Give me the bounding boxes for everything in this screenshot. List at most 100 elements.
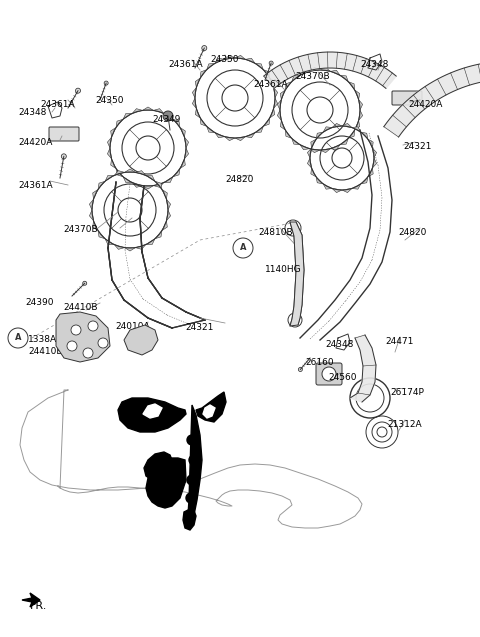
Polygon shape <box>132 109 143 113</box>
Polygon shape <box>372 158 377 168</box>
Polygon shape <box>183 508 196 530</box>
Text: 24350: 24350 <box>210 55 239 64</box>
Polygon shape <box>300 70 310 75</box>
Polygon shape <box>105 239 114 245</box>
Polygon shape <box>323 127 332 132</box>
Polygon shape <box>56 312 110 362</box>
Polygon shape <box>311 140 316 148</box>
Polygon shape <box>372 148 377 158</box>
Polygon shape <box>188 405 202 520</box>
Polygon shape <box>264 69 270 78</box>
Circle shape <box>332 148 352 168</box>
Text: 24361A: 24361A <box>18 181 53 190</box>
Polygon shape <box>225 137 235 141</box>
Polygon shape <box>361 177 368 184</box>
Polygon shape <box>348 130 355 138</box>
Circle shape <box>285 220 301 236</box>
Polygon shape <box>203 405 215 418</box>
Polygon shape <box>162 220 168 231</box>
Polygon shape <box>108 138 111 148</box>
Text: 24361A: 24361A <box>168 60 203 69</box>
Polygon shape <box>135 171 146 175</box>
Polygon shape <box>277 110 281 120</box>
Text: 24361A: 24361A <box>40 100 74 109</box>
Polygon shape <box>340 138 348 145</box>
Polygon shape <box>155 231 162 239</box>
Polygon shape <box>342 189 352 192</box>
Text: 24820: 24820 <box>398 228 426 237</box>
Polygon shape <box>105 175 114 182</box>
Text: 1140HG: 1140HG <box>265 265 301 274</box>
Polygon shape <box>307 158 312 168</box>
Polygon shape <box>155 182 162 189</box>
Polygon shape <box>316 177 323 184</box>
Circle shape <box>299 368 302 371</box>
Circle shape <box>307 97 333 123</box>
Polygon shape <box>264 118 270 126</box>
Polygon shape <box>207 126 215 132</box>
Circle shape <box>83 348 93 358</box>
Polygon shape <box>200 118 207 126</box>
Polygon shape <box>144 452 172 480</box>
Polygon shape <box>167 199 170 210</box>
Circle shape <box>118 198 142 222</box>
Polygon shape <box>277 99 281 110</box>
Text: 24410B: 24410B <box>63 303 97 312</box>
Circle shape <box>136 136 160 160</box>
Polygon shape <box>111 159 116 169</box>
Circle shape <box>202 46 207 50</box>
Polygon shape <box>264 52 396 89</box>
Polygon shape <box>310 68 320 71</box>
Polygon shape <box>111 127 116 138</box>
Circle shape <box>61 154 66 159</box>
Polygon shape <box>285 130 292 138</box>
Polygon shape <box>180 127 185 138</box>
Polygon shape <box>192 98 196 108</box>
Polygon shape <box>93 220 98 231</box>
Circle shape <box>98 338 108 348</box>
Polygon shape <box>146 175 155 182</box>
Polygon shape <box>274 98 277 108</box>
Text: 24348: 24348 <box>325 340 353 349</box>
Polygon shape <box>195 78 200 88</box>
Circle shape <box>269 61 273 65</box>
Polygon shape <box>290 222 304 326</box>
Polygon shape <box>135 245 146 249</box>
Polygon shape <box>114 171 125 175</box>
Text: FR.: FR. <box>30 601 48 611</box>
Polygon shape <box>215 132 225 138</box>
Polygon shape <box>180 159 185 169</box>
Polygon shape <box>98 231 105 239</box>
Circle shape <box>67 341 77 351</box>
Polygon shape <box>143 107 154 110</box>
Circle shape <box>377 427 387 437</box>
Text: 1338AC: 1338AC <box>28 335 63 344</box>
Circle shape <box>186 493 196 503</box>
Polygon shape <box>316 132 323 140</box>
Polygon shape <box>116 169 123 176</box>
FancyBboxPatch shape <box>316 363 342 385</box>
Polygon shape <box>143 404 162 418</box>
Polygon shape <box>123 113 132 119</box>
Polygon shape <box>368 140 373 148</box>
Text: 24370B: 24370B <box>63 225 97 234</box>
Polygon shape <box>192 88 196 98</box>
Polygon shape <box>167 210 170 220</box>
Text: 21312A: 21312A <box>387 420 421 429</box>
Polygon shape <box>361 132 368 140</box>
Text: 24361A: 24361A <box>253 80 288 89</box>
Polygon shape <box>323 184 332 189</box>
Text: 24810B: 24810B <box>258 228 293 237</box>
Polygon shape <box>332 189 342 192</box>
Circle shape <box>83 282 87 285</box>
Polygon shape <box>173 169 180 176</box>
Polygon shape <box>280 120 285 130</box>
Text: 26174P: 26174P <box>390 388 424 397</box>
Polygon shape <box>342 124 352 127</box>
Polygon shape <box>280 90 285 99</box>
Polygon shape <box>118 398 186 432</box>
Polygon shape <box>340 75 348 82</box>
Circle shape <box>233 238 253 258</box>
Polygon shape <box>255 63 264 69</box>
Polygon shape <box>89 199 94 210</box>
